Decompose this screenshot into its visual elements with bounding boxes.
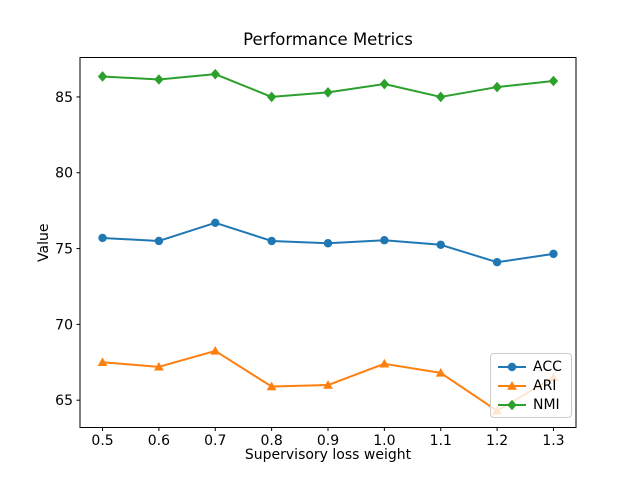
x-tick-label: 1.3 xyxy=(542,433,564,449)
y-tick-label: 70 xyxy=(55,317,73,333)
x-tick-label: 0.6 xyxy=(148,433,170,449)
marker-ARI-5 xyxy=(379,358,390,368)
legend-label: ARI xyxy=(533,377,557,394)
marker-ARI-2 xyxy=(210,346,221,355)
axes-frame xyxy=(79,57,577,428)
circle-marker-icon xyxy=(498,362,526,371)
marker-ACC-7 xyxy=(492,258,502,267)
y-tick-label: 80 xyxy=(55,166,73,182)
marker-NMI-3 xyxy=(266,91,277,103)
marker-NMI-4 xyxy=(323,87,333,98)
marker-ACC-2 xyxy=(211,218,220,227)
marker-ACC-4 xyxy=(323,239,333,248)
x-tick-label: 0.8 xyxy=(261,433,283,449)
marker-NMI-8 xyxy=(548,75,559,87)
marker-ACC-0 xyxy=(98,233,107,243)
marker-ACC-3 xyxy=(267,236,276,246)
x-tick-label: 0.7 xyxy=(204,433,226,449)
marker-ARI-6 xyxy=(435,368,446,377)
marker-NMI-2 xyxy=(210,68,220,80)
legend-label: NMI xyxy=(533,396,560,413)
legend-circle-marker-icon xyxy=(507,362,517,371)
chart-title: Performance Metrics xyxy=(243,30,413,49)
legend-entry-acc: ACC xyxy=(497,358,565,376)
marker-NMI-6 xyxy=(436,91,446,103)
y-tick-label: 75 xyxy=(55,242,73,258)
marker-ACC-8 xyxy=(549,249,558,259)
x-tick-label: 1.1 xyxy=(430,433,452,449)
marker-ARI-0 xyxy=(97,357,108,366)
legend-entry-ari: ARI xyxy=(497,377,565,395)
y-axis-label: Value xyxy=(36,223,52,262)
legend-diamond-marker-icon xyxy=(507,399,517,410)
marker-NMI-0 xyxy=(97,71,108,82)
x-tick-label: 0.5 xyxy=(91,433,113,449)
x-axis-label: Supervisory loss weight xyxy=(244,447,412,463)
marker-NMI-5 xyxy=(379,78,390,90)
legend-label: ACC xyxy=(533,358,562,375)
legend-triangle-up-marker-icon xyxy=(507,380,517,390)
y-tick-label: 85 xyxy=(55,90,73,106)
x-tick-label: 0.9 xyxy=(317,433,339,449)
triangle-up-marker-icon xyxy=(498,380,526,390)
legend-entry-nmi: NMI xyxy=(497,396,565,414)
marker-ACC-5 xyxy=(380,236,389,245)
marker-ARI-4 xyxy=(323,380,333,389)
marker-ACC-6 xyxy=(436,240,445,249)
marker-NMI-7 xyxy=(492,81,502,93)
marker-ACC-1 xyxy=(154,236,164,246)
x-tick-label: 1.0 xyxy=(373,433,395,449)
legend: ACC ARI NMI xyxy=(490,353,572,418)
x-tick-label: 1.2 xyxy=(486,433,508,449)
marker-NMI-1 xyxy=(154,74,164,85)
marker-ARI-3 xyxy=(266,381,277,391)
diamond-marker-icon xyxy=(498,399,526,410)
y-tick-label: 65 xyxy=(55,393,73,409)
marker-ARI-1 xyxy=(154,361,164,371)
